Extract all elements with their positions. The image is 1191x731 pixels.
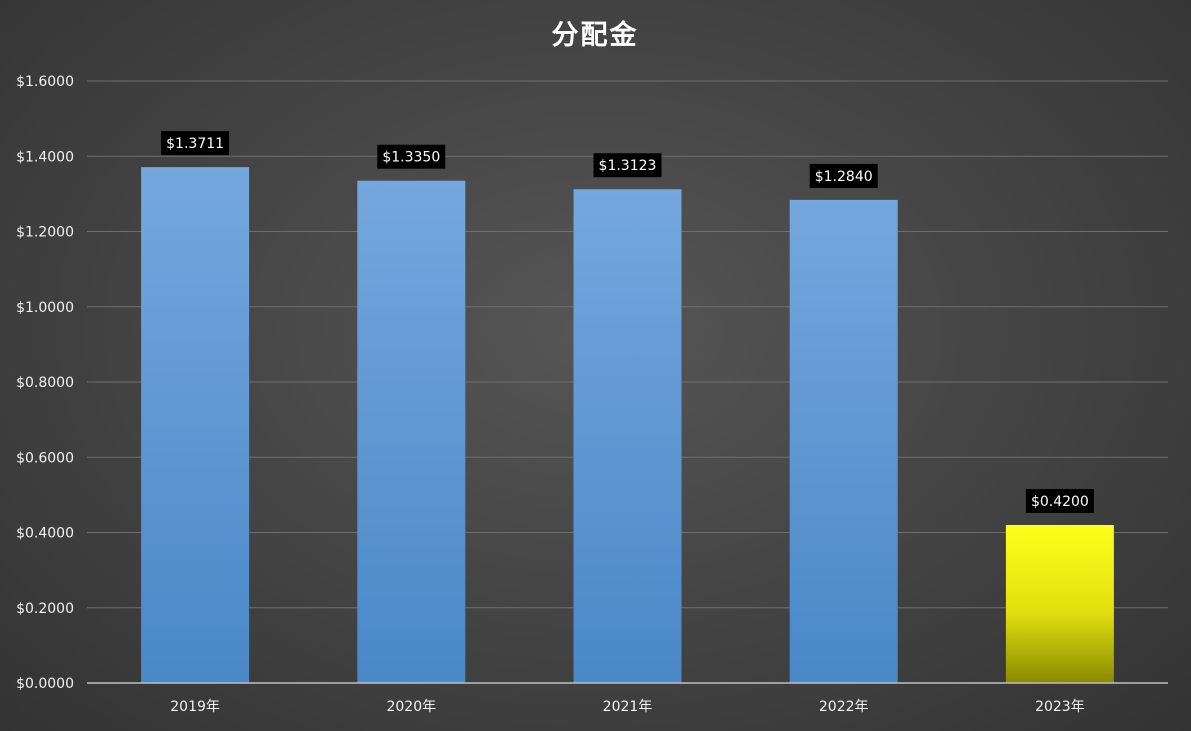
data-labels: $1.3711 $1.3350 $1.3123 $1.2840 $0.4200 [161, 131, 1094, 513]
y-axis-tick-labels: $0.0000 $0.2000 $0.4000 $0.6000 $0.8000 $1.00… [16, 74, 74, 692]
y-tick-label: $1.6000 [16, 74, 74, 90]
data-label-background [809, 163, 878, 188]
y-tick-label: $1.4000 [16, 149, 74, 165]
bars [141, 167, 1114, 684]
data-label: $1.3711 [166, 136, 224, 152]
data-label: $1.3350 [382, 150, 440, 166]
chart-title: 分配金 [552, 19, 639, 51]
y-tick-label: $0.8000 [16, 375, 74, 391]
data-label-background [161, 131, 230, 156]
data-label: $1.2840 [815, 169, 873, 185]
x-tick-label: 2021年 [603, 699, 653, 715]
y-tick-label: $0.2000 [16, 601, 74, 617]
bar [141, 167, 250, 683]
x-tick-label: 2022年 [819, 699, 869, 715]
bar [357, 180, 466, 684]
x-tick-label: 2020年 [386, 699, 436, 715]
y-tick-label: $0.4000 [16, 526, 74, 542]
data-label-background [593, 153, 662, 178]
bar [573, 189, 682, 683]
bar-highlighted [1005, 524, 1114, 683]
y-tick-label: $0.0000 [16, 676, 74, 692]
y-tick-label: $1.0000 [16, 300, 74, 316]
data-label-background [377, 144, 446, 169]
x-tick-label: 2023年 [1035, 699, 1085, 715]
x-tick-label: 2019年 [170, 699, 220, 715]
y-tick-label: $0.6000 [16, 450, 74, 466]
y-tick-label: $1.2000 [16, 225, 74, 241]
bar [789, 199, 898, 683]
data-label-background [1025, 488, 1094, 513]
data-label: $0.4200 [1031, 494, 1089, 510]
x-axis-tick-labels: 2019年 2020年 2021年 2022年 2023年 [170, 699, 1084, 715]
data-label: $1.3123 [599, 158, 657, 174]
